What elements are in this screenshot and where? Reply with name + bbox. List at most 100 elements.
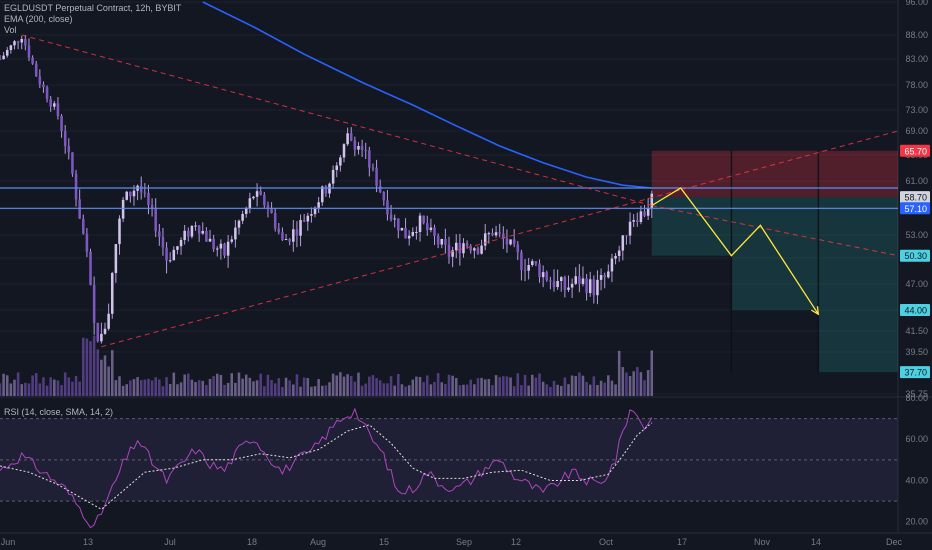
volume-bar [201, 380, 205, 396]
candle-body [34, 63, 38, 77]
volume-bar [277, 378, 281, 396]
volume-bar [183, 374, 186, 396]
candle-body [259, 191, 262, 195]
candle-body [277, 228, 281, 233]
volume-bar [433, 381, 436, 396]
volume-bar [614, 384, 617, 396]
volume-bar [0, 383, 2, 396]
candle-body [27, 45, 31, 58]
candle-body [121, 199, 125, 219]
price-badge-label: 58.70 [904, 193, 927, 203]
price-tick-label: 73.00 [905, 105, 928, 115]
volume-bar [179, 382, 183, 396]
volume-bar [389, 376, 393, 396]
candle-body [0, 59, 2, 60]
volume-bar [53, 379, 56, 396]
volume-bar [34, 373, 38, 396]
volume-bar [310, 386, 313, 396]
time-tick-label: Sep [456, 537, 472, 547]
candle-body [241, 213, 244, 221]
candle-body [610, 258, 614, 272]
price-badge-label: 37.70 [904, 368, 927, 378]
candle-body [190, 225, 194, 237]
volume-bar [306, 378, 310, 396]
candle-body [353, 140, 357, 150]
candle-body [545, 272, 549, 281]
candle-body [263, 194, 266, 206]
rsi-legend[interactable]: RSI (14, close, SMA, 14, 2) [4, 407, 114, 417]
candle-body [71, 152, 74, 174]
volume-bar [63, 372, 67, 396]
volume-bar [588, 384, 592, 396]
volume-bar [607, 375, 610, 396]
candle-body [129, 191, 132, 197]
candle-body [53, 103, 56, 107]
candle-body [357, 146, 360, 150]
candle-body [270, 207, 273, 214]
volume-bar [458, 385, 462, 396]
candle-body [49, 99, 52, 107]
candle-body [150, 205, 154, 209]
volume-bar [42, 377, 45, 396]
candle-body [505, 238, 509, 245]
ema-200-line [202, 1, 652, 189]
horizontal-levels[interactable] [0, 187, 898, 209]
price-tick-label: 96.00 [905, 0, 928, 7]
candle-body [483, 233, 487, 246]
volume-bar [132, 379, 136, 396]
volume-bar [407, 385, 411, 396]
candle-body [469, 245, 472, 251]
time-tick-label: Jul [164, 537, 176, 547]
volume-bar [646, 370, 650, 396]
volume-bar [237, 372, 241, 396]
candle-body [596, 279, 599, 296]
projection-line [651, 187, 819, 315]
volume-bar [520, 384, 523, 396]
volume-bar [215, 373, 219, 396]
trendline-1 [651, 205, 899, 257]
price-axis[interactable]: 96.0088.0083.0078.0073.0069.0065.0061.00… [900, 0, 930, 527]
volume-bar [103, 355, 107, 396]
volume-bar [426, 375, 429, 396]
volume-bar [71, 381, 74, 396]
volume-bar [244, 374, 248, 396]
candle-body [643, 211, 646, 216]
ema-legend[interactable]: EMA (200, close) [4, 14, 73, 24]
candle-body [389, 214, 393, 220]
volume-bar [226, 382, 230, 396]
volume-bar [603, 382, 606, 396]
volume-bar [538, 373, 541, 396]
volume-bar [636, 367, 639, 396]
time-tick-label: Dec [886, 537, 903, 547]
volume-bar [150, 380, 154, 396]
volume-bar [154, 377, 157, 396]
candle-body [266, 205, 270, 208]
volume-bar [331, 373, 335, 396]
candle-body [458, 242, 462, 254]
candle-body [168, 260, 172, 262]
projection-path[interactable] [651, 187, 820, 316]
trendlines[interactable] [21, 34, 899, 348]
time-tick-label: Nov [754, 537, 771, 547]
price-badge-level [900, 202, 930, 215]
candle-body [219, 243, 223, 249]
volume-bar [436, 373, 440, 396]
volume-legend[interactable]: Vol [4, 25, 17, 35]
candle-body [531, 261, 534, 266]
candle-body [284, 239, 288, 241]
volume-bar [85, 338, 89, 396]
candle-body [444, 238, 447, 245]
candle-body [234, 227, 237, 240]
volume-bar [371, 375, 375, 396]
candle-body [118, 218, 121, 245]
candle-body [20, 39, 23, 43]
time-axis[interactable]: Jun 13 Jul 18 Aug 15 Sep 12 Oct 17 Nov 14 Dec [1, 537, 903, 547]
volume-bar [480, 377, 483, 396]
candle-body [158, 231, 161, 237]
price-tick-label: 53.00 [905, 230, 928, 240]
symbol-legend[interactable]: EGLDUSDT Perpetual Contract, 12h, BYBIT [4, 3, 182, 13]
volume-bar [567, 384, 570, 396]
candle-body [617, 250, 621, 256]
candle-body [197, 225, 201, 234]
